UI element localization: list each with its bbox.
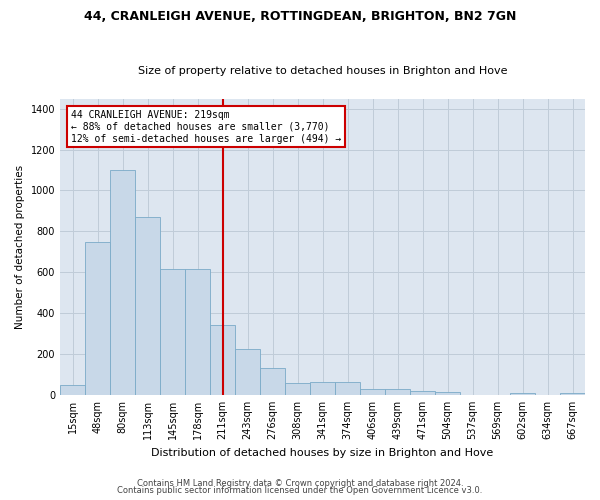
X-axis label: Distribution of detached houses by size in Brighton and Hove: Distribution of detached houses by size … [151, 448, 494, 458]
Text: Contains HM Land Registry data © Crown copyright and database right 2024.: Contains HM Land Registry data © Crown c… [137, 478, 463, 488]
Y-axis label: Number of detached properties: Number of detached properties [15, 164, 25, 329]
Bar [510, 393, 535, 395]
Bar [360, 389, 385, 395]
Bar [210, 326, 235, 395]
Bar [160, 269, 185, 395]
Bar [110, 170, 135, 395]
Bar [260, 368, 285, 395]
Bar [185, 269, 210, 395]
Title: Size of property relative to detached houses in Brighton and Hove: Size of property relative to detached ho… [138, 66, 507, 76]
Text: 44 CRANLEIGH AVENUE: 219sqm
← 88% of detached houses are smaller (3,770)
12% of : 44 CRANLEIGH AVENUE: 219sqm ← 88% of det… [71, 110, 341, 144]
Text: 44, CRANLEIGH AVENUE, ROTTINGDEAN, BRIGHTON, BN2 7GN: 44, CRANLEIGH AVENUE, ROTTINGDEAN, BRIGH… [84, 10, 516, 23]
Bar [385, 389, 410, 395]
Bar [560, 393, 585, 395]
Bar [60, 384, 85, 395]
Bar [235, 349, 260, 395]
Bar [335, 382, 360, 395]
Bar [285, 382, 310, 395]
Bar [410, 391, 435, 395]
Bar [435, 392, 460, 395]
Bar [310, 382, 335, 395]
Text: Contains public sector information licensed under the Open Government Licence v3: Contains public sector information licen… [118, 486, 482, 495]
Bar [135, 217, 160, 395]
Bar [85, 242, 110, 395]
